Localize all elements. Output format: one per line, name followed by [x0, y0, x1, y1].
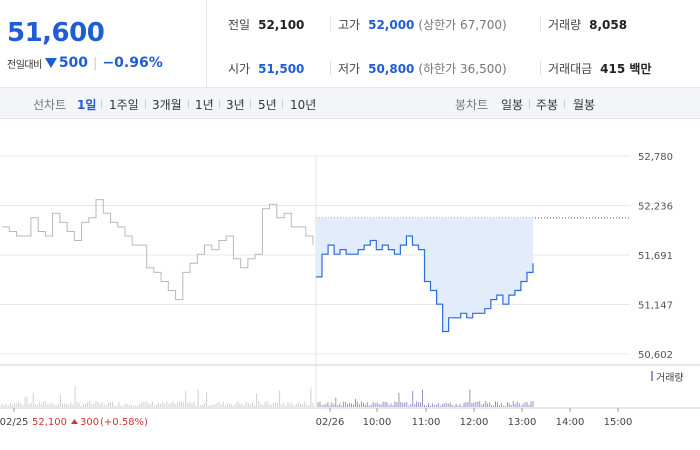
period-1y[interactable]: 1년 [195, 98, 214, 112]
stat-value: 52,000 [368, 18, 415, 32]
stat-high: 고가 52,000 (상한가 67,700) [338, 16, 507, 33]
up-arrow-icon [71, 419, 78, 424]
divider [330, 17, 331, 31]
prev-day-line [2, 199, 314, 301]
divider [101, 99, 102, 109]
y-axis-ticks: 52,780 52,236 51,691 51,147 50,602 [638, 152, 673, 361]
stat-prev-close: 전일 52,100 [228, 16, 304, 33]
down-arrow-icon [44, 58, 57, 68]
x-tick-label: 02/26 [316, 417, 345, 428]
price-change: 전일대비 500 | −0.96% [7, 55, 163, 71]
stat-sub: (상한가 67,700) [418, 18, 507, 32]
period-5y[interactable]: 5년 [258, 98, 277, 112]
grid [0, 155, 630, 408]
stat-label: 저가 [338, 62, 361, 76]
x-tick-label: 10:00 [363, 417, 392, 428]
stat-label: 거래량 [548, 18, 582, 32]
stat-open: 시가 51,500 [228, 60, 304, 77]
x-tick-label: 13:00 [508, 417, 537, 428]
stat-label: 고가 [338, 18, 361, 32]
x-tick-label: 11:00 [412, 417, 441, 428]
y-tick-label: 50,602 [638, 350, 673, 361]
stat-low: 저가 50,800 (하한가 36,500) [338, 60, 507, 77]
stats-grid: 전일 52,100 고가 52,000 (상한가 67,700) 거래량 8,0… [208, 0, 700, 88]
chart-canvas[interactable]: 52,780 52,236 51,691 51,147 50,602 거래량 02/25… [0, 120, 700, 450]
y-tick-label: 51,691 [638, 251, 673, 262]
chart-toolbar: 선차트 1일 1주일 3개월 1년 3년 5년 10년 봉차트 일봉 주봉 월봉 [0, 88, 700, 119]
x-tick-label: 15:00 [604, 417, 633, 428]
divider [529, 99, 530, 109]
stat-value: 52,100 [258, 18, 305, 32]
prev-day-pct: (+0.58%) [100, 417, 148, 428]
x-tick-label: 14:00 [556, 417, 585, 428]
divider [540, 17, 541, 31]
today-price-line [316, 235, 534, 333]
period-1d[interactable]: 1일 [77, 98, 97, 112]
volume-legend-swatch [651, 371, 653, 381]
y-tick-label: 51,147 [638, 301, 673, 312]
stat-sub: (하한가 36,500) [418, 62, 507, 76]
candle-weekly[interactable]: 주봉 [536, 98, 559, 112]
stat-value: 50,800 [368, 62, 415, 76]
divider [282, 99, 283, 109]
divider [145, 99, 146, 109]
stat-label: 거래대금 [548, 62, 593, 76]
y-tick-label: 52,236 [638, 202, 673, 213]
stat-label: 시가 [228, 62, 251, 76]
divider [330, 61, 331, 75]
x-tick-label: 02/25 [0, 417, 28, 428]
divider [188, 99, 189, 109]
stat-label: 전일 [228, 18, 251, 32]
period-3y[interactable]: 3년 [226, 98, 245, 112]
stat-volume: 거래량 8,058 [548, 16, 627, 33]
current-price: 51,600 [7, 18, 105, 48]
stat-amount: 거래대금 415 백만 [548, 60, 651, 77]
divider [250, 99, 251, 109]
volume-legend: 거래량 [656, 372, 684, 384]
prev-day-close: 52,100 [32, 417, 67, 428]
period-1w[interactable]: 1주일 [109, 98, 139, 112]
candle-monthly[interactable]: 월봉 [573, 98, 596, 112]
price-box: 51,600 전일대비 500 | −0.96% [0, 0, 207, 88]
volume-bars [1, 386, 534, 407]
divider [564, 99, 565, 109]
x-axis-labels: 02/25 02/26 10:00 11:00 12:00 13:00 14:00 15:00 [0, 408, 632, 428]
change-label: 전일대비 [7, 59, 42, 71]
period-3m[interactable]: 3개월 [152, 98, 182, 112]
change-value: 500 [58, 55, 89, 71]
stock-summary: 51,600 전일대비 500 | −0.96% 전일 52,100 고가 52… [0, 0, 700, 88]
stat-value: 415 백만 [600, 62, 652, 76]
intraday-chart[interactable]: 52,780 52,236 51,691 51,147 50,602 거래량 02/25… [0, 120, 700, 450]
x-tick-label: 12:00 [460, 417, 489, 428]
line-chart-label: 선차트 [33, 98, 67, 112]
stat-value: 51,500 [258, 62, 305, 76]
change-divider: | [93, 55, 98, 71]
stat-value: 8,058 [589, 18, 628, 32]
divider [219, 99, 220, 109]
prev-day-change: 300 [80, 417, 99, 428]
change-percent: −0.96% [102, 55, 163, 71]
divider [540, 61, 541, 75]
candle-chart-label: 봉차트 [455, 98, 489, 112]
prev-day-info: 52,100 300 (+0.58%) [32, 417, 148, 428]
candle-daily[interactable]: 일봉 [501, 98, 524, 112]
y-tick-label: 52,780 [638, 152, 673, 163]
period-10y[interactable]: 10년 [290, 98, 317, 112]
